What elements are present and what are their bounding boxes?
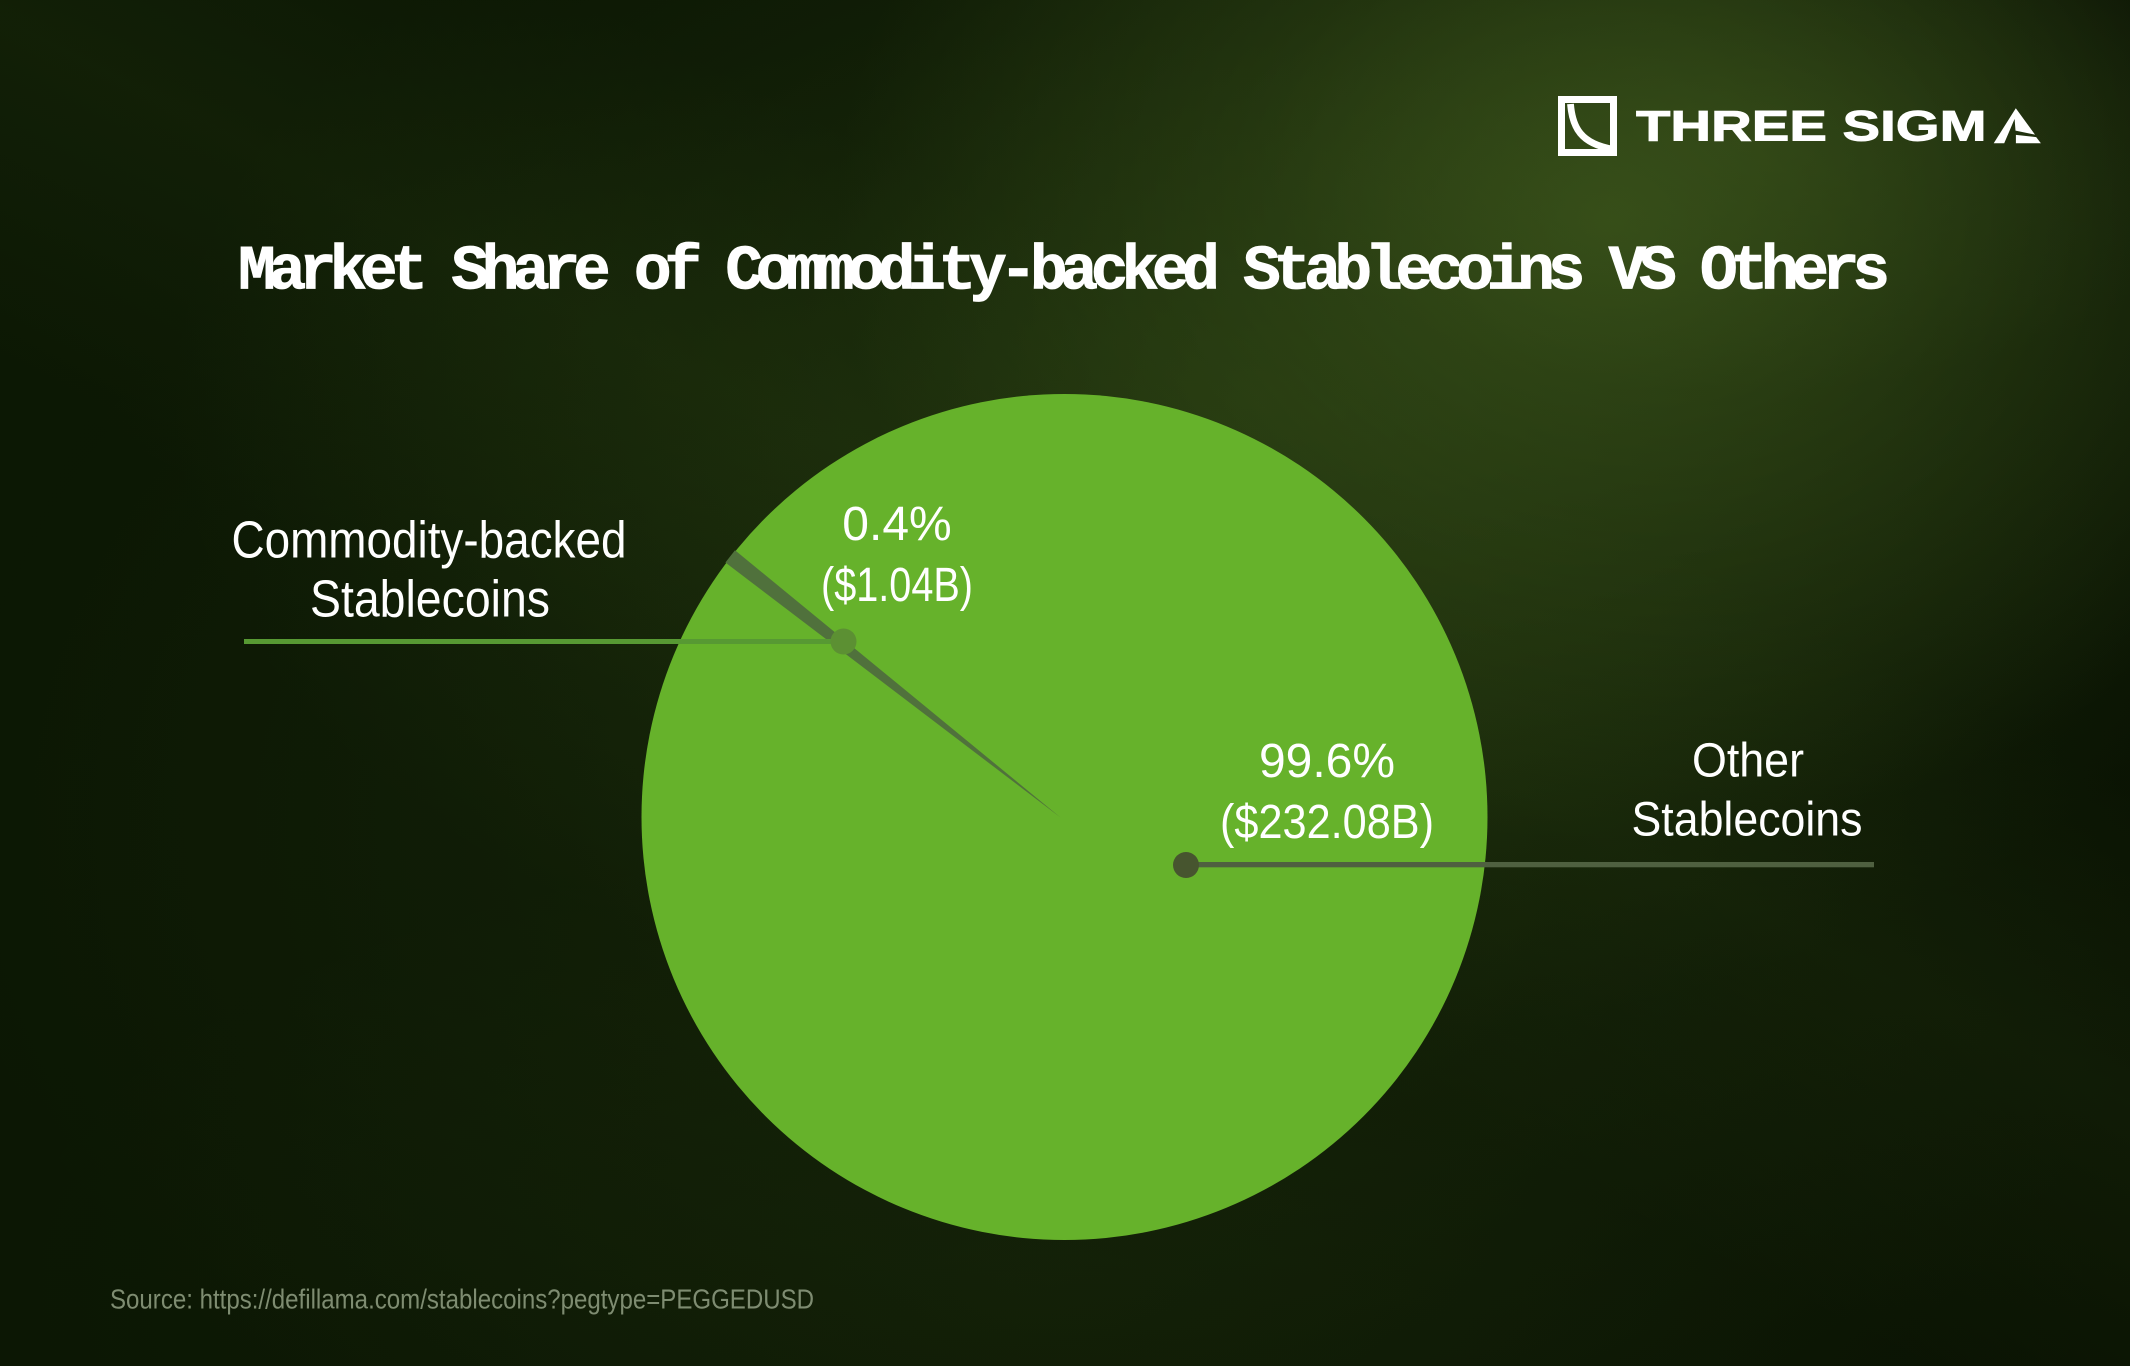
svg-text:THREE SIGM: THREE SIGM [1636,102,1987,150]
svg-text:Stablecoins: Stablecoins [310,570,550,628]
svg-text:Commodity-backed: Commodity-backed [232,512,627,570]
svg-text:Source: https://defillama.com/: Source: https://defillama.com/stablecoin… [110,1283,814,1314]
svg-text:0.4%: 0.4% [842,498,951,551]
svg-text:Stablecoins: Stablecoins [1632,793,1863,846]
svg-text:Other: Other [1692,734,1804,787]
svg-text:($1.04B): ($1.04B) [821,559,973,612]
svg-text:99.6%: 99.6% [1259,735,1395,788]
svg-text:Market Share of Commodity-back: Market Share of Commodity-backed Stablec… [238,237,1890,308]
svg-text:($232.08B): ($232.08B) [1220,796,1434,849]
